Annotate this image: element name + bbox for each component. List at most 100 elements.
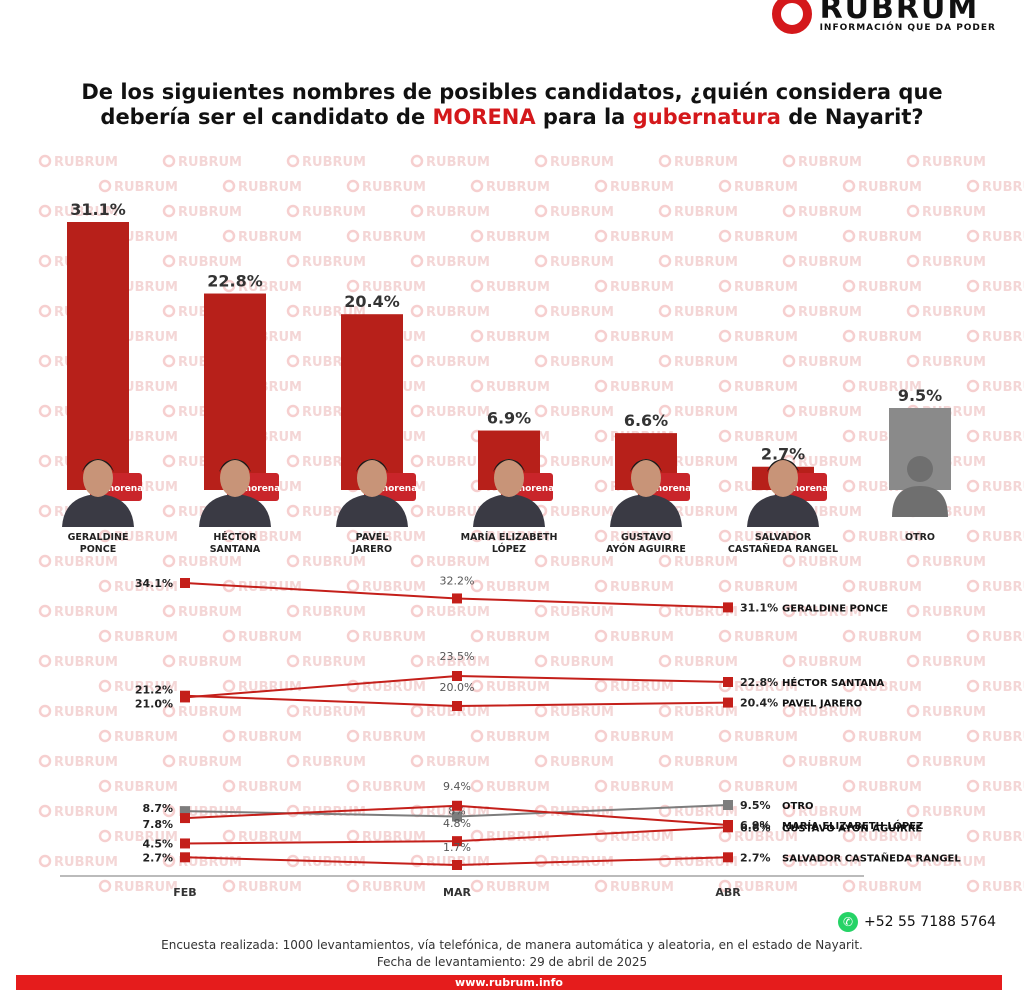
series-point [180, 838, 190, 849]
series-point [452, 836, 462, 847]
series-name-label: OTRO [782, 801, 814, 812]
avatar-hair [493, 459, 525, 472]
series-name-label: HÉCTOR SANTANA [782, 676, 885, 689]
candidate-name-label: CASTAÑEDA RANGEL [728, 544, 838, 555]
chart-title: De los siguientes nombres de posibles ca… [40, 80, 984, 130]
logo-ring-icon [771, 0, 812, 34]
watermark-text: RUBRUM [798, 155, 862, 170]
watermark-text: RUBRUM [54, 155, 118, 170]
avatar-body [747, 494, 819, 527]
point-label: 8.7% [142, 802, 173, 815]
candidate-name-label: HÉCTOR [213, 531, 257, 543]
silhouette-head [907, 456, 933, 482]
footer-url: www.rubrum.info [455, 976, 563, 989]
title-party: MORENA [432, 105, 536, 129]
point-label: 31.1% [740, 601, 778, 614]
bar-value-label: 9.5% [898, 386, 942, 405]
candidate-name-label: PAVEL [356, 532, 389, 543]
series-point [180, 852, 190, 863]
point-label: 34.1% [135, 577, 173, 590]
series-point [723, 697, 733, 708]
silhouette-icon [892, 456, 948, 517]
avatar-hair [356, 459, 388, 472]
candidate-name-label: MARÍA ELIZABETH [461, 531, 558, 543]
contact-phone[interactable]: ✆ +52 55 7188 5764 [838, 912, 996, 932]
avatar-face [631, 459, 661, 497]
footer-url-bar[interactable]: www.rubrum.info [16, 975, 1002, 990]
series-point [452, 593, 462, 604]
candidate-name-label: OTRO [905, 532, 935, 543]
series-name-label: GUSTAVO AYÓN AGUIRRE [782, 821, 922, 834]
series-point [723, 822, 733, 833]
watermark-ring-icon [658, 154, 672, 168]
watermark-item: RUBRUM [410, 154, 490, 170]
title-text: de Nayarit? [780, 105, 924, 129]
candidate-avatar: morena [199, 459, 280, 527]
avatar-hair [219, 459, 251, 472]
point-label: 2.7% [142, 851, 173, 864]
series-point [723, 852, 733, 863]
candidate-avatar: morena [610, 459, 691, 527]
watermark-item: RUBRUM [782, 154, 862, 170]
title-text: debería ser el candidato de [100, 105, 433, 129]
avatar-face [220, 459, 250, 497]
watermark-item: RUBRUM [162, 154, 242, 170]
candidate-name-label: GERALDINE [68, 532, 129, 543]
party-tag-text: morena [790, 484, 829, 494]
x-tick-label: FEB [173, 886, 196, 899]
point-label: 6.6% [740, 821, 771, 834]
avatar-face [494, 459, 524, 497]
series-point [452, 671, 462, 681]
series-point [723, 800, 733, 810]
series-point [452, 800, 462, 811]
series-point [180, 578, 190, 588]
point-label: 21.0% [135, 697, 173, 710]
point-label: 20.0% [440, 681, 475, 694]
avatar-face [83, 459, 113, 497]
brand-logo: RUBRUM INFORMACIÓN QUE DA PODER [771, 0, 996, 34]
point-label: 23.5% [440, 650, 475, 663]
avatar-body [610, 494, 682, 527]
series-point [452, 811, 462, 822]
bar-value-label: 31.1% [70, 200, 126, 219]
point-label: 9.4% [443, 780, 471, 793]
point-label: 32.2% [440, 574, 475, 587]
title-text: para la [535, 105, 633, 129]
point-label: 20.4% [740, 697, 778, 710]
point-label: 7.8% [142, 818, 173, 831]
point-label: 4.8% [443, 817, 471, 830]
avatar-hair [82, 459, 114, 472]
candidate-name-label: SALVADOR [755, 532, 812, 543]
watermark-ring-icon [782, 154, 796, 168]
avatar-body [199, 494, 271, 527]
bar-value-label: 6.9% [487, 409, 531, 428]
bar-value-label: 2.7% [761, 445, 805, 464]
phone-number: +52 55 7188 5764 [864, 914, 996, 930]
survey-date: Fecha de levantamiento: 29 de abril de 2… [376, 955, 648, 969]
point-label: 21.2% [135, 684, 173, 697]
candidate-avatar: morena [336, 459, 417, 527]
avatar-body [336, 494, 408, 527]
watermark-ring-icon [410, 154, 424, 168]
avatar-face [768, 459, 798, 497]
brand-tagline: INFORMACIÓN QUE DA PODER [819, 23, 996, 33]
watermark-item: RUBRUM [286, 154, 366, 170]
watermark-ring-icon [906, 154, 920, 168]
candidate-avatar: morena [747, 459, 828, 527]
series-point [180, 813, 190, 824]
watermark-ring-icon [38, 154, 52, 168]
candidate-name-label: SANTANA [210, 544, 261, 555]
avatar-face [357, 459, 387, 497]
candidate-name-label: JARERO [351, 544, 392, 555]
series-point [452, 701, 462, 711]
watermark-text: RUBRUM [426, 155, 490, 170]
candidate-avatar: morena [473, 459, 554, 527]
point-label: 1.7% [443, 841, 471, 854]
survey-note: Encuesta realizada: 1000 levantamientos,… [161, 938, 863, 952]
title-office: gubernatura [632, 105, 781, 129]
whatsapp-icon: ✆ [838, 912, 859, 932]
bar-value-label: 22.8% [207, 272, 263, 291]
point-label: 22.8% [740, 676, 778, 689]
point-label: 6.9% [740, 819, 771, 832]
